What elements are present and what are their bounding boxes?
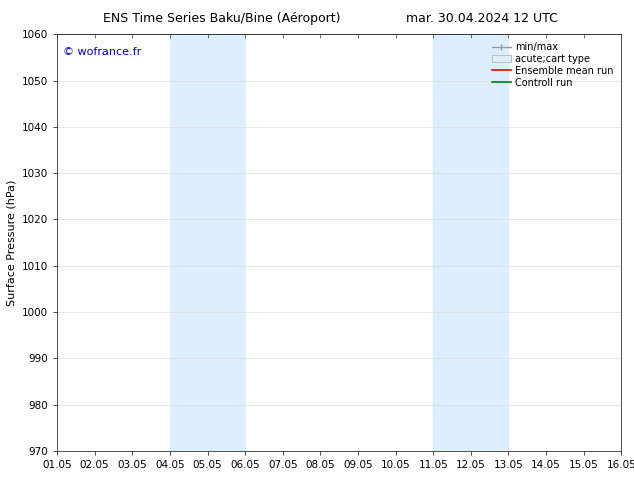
Text: mar. 30.04.2024 12 UTC: mar. 30.04.2024 12 UTC bbox=[406, 12, 558, 25]
Text: © wofrance.fr: © wofrance.fr bbox=[63, 47, 141, 57]
Legend: min/max, acute;cart type, Ensemble mean run, Controll run: min/max, acute;cart type, Ensemble mean … bbox=[489, 39, 616, 91]
Y-axis label: Surface Pressure (hPa): Surface Pressure (hPa) bbox=[6, 179, 16, 306]
Bar bbox=[170, 34, 245, 451]
Text: ENS Time Series Baku/Bine (Aéroport): ENS Time Series Baku/Bine (Aéroport) bbox=[103, 12, 340, 25]
Bar bbox=[433, 34, 508, 451]
